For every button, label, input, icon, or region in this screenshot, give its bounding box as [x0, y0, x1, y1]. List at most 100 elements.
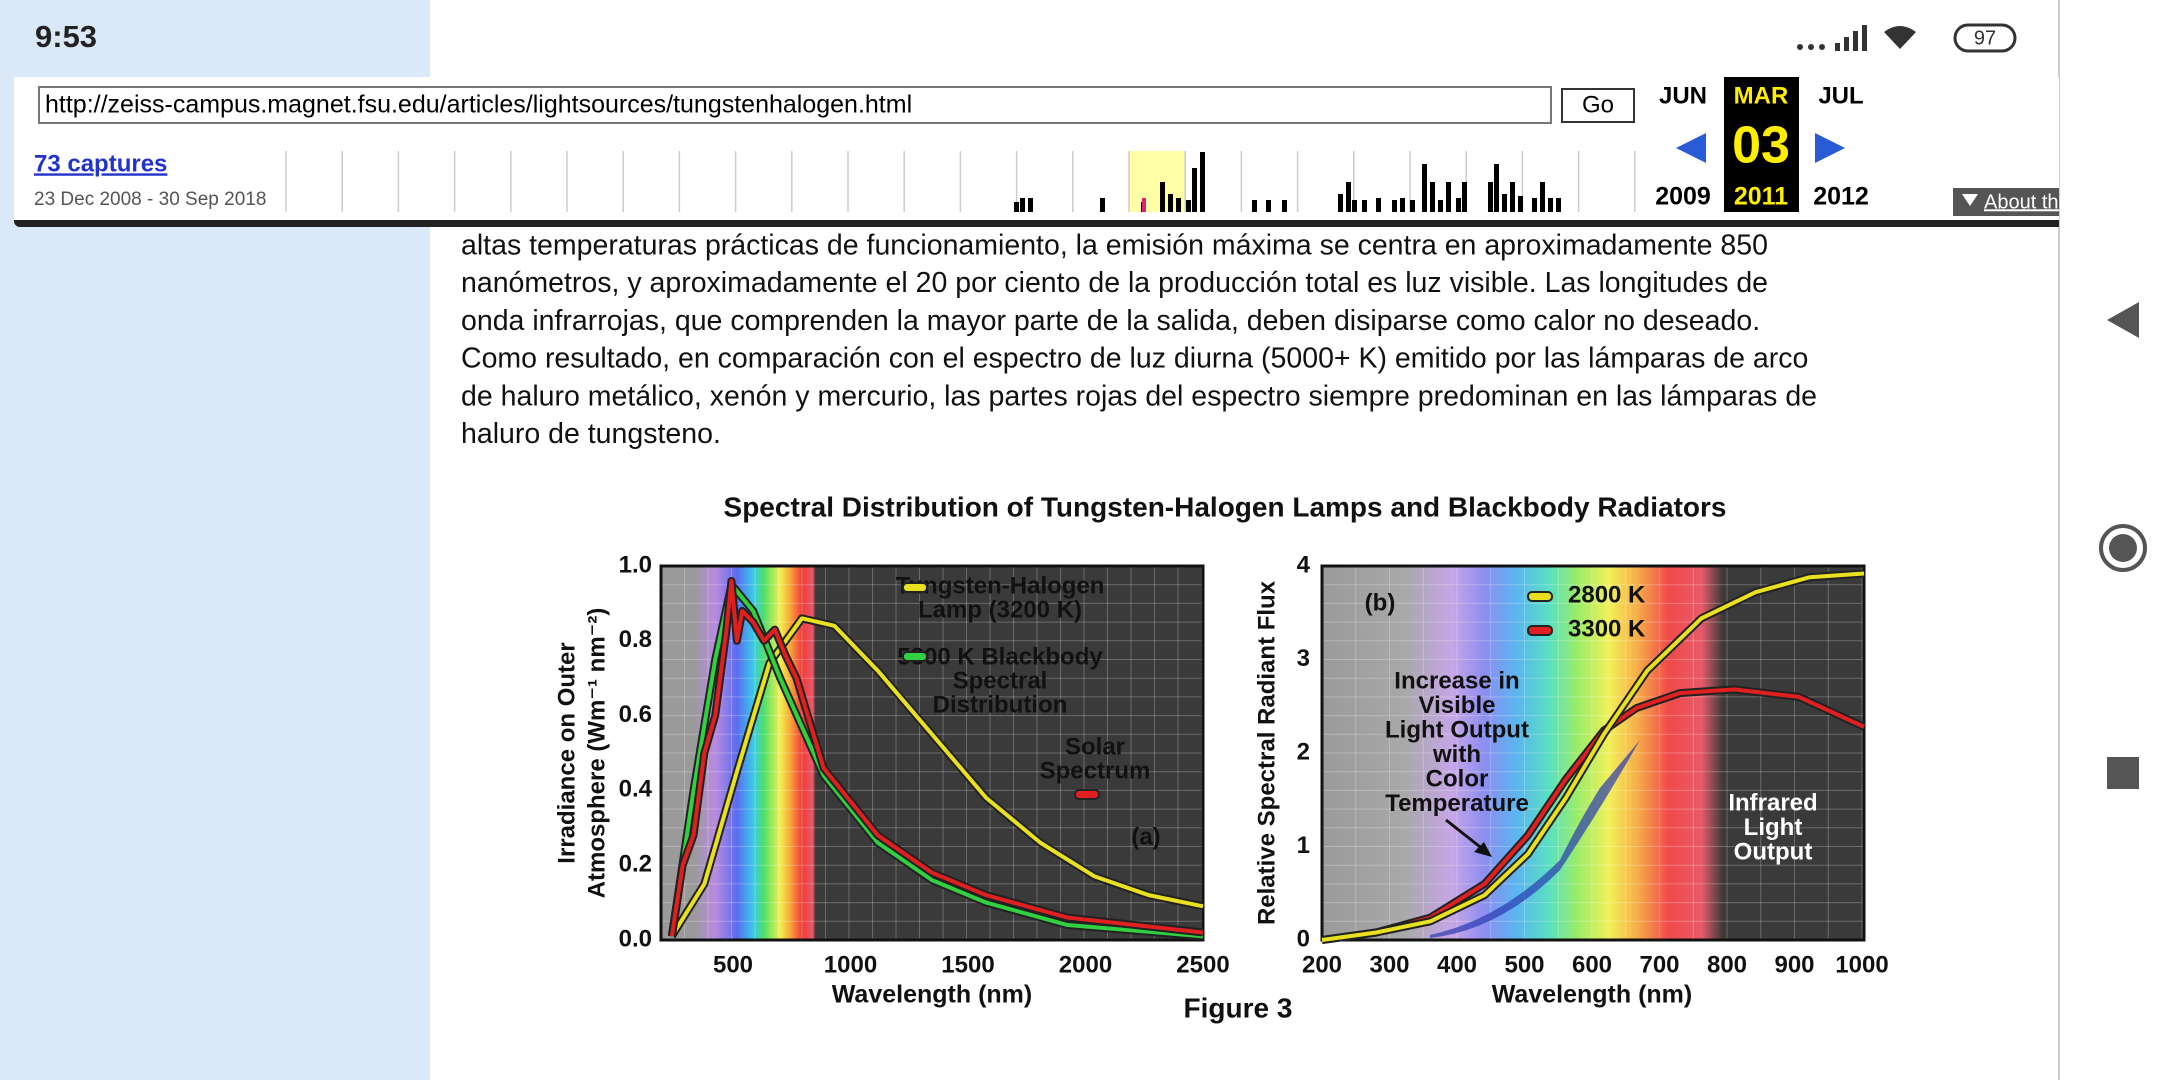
x-tick-label: 200 [1302, 951, 1342, 978]
x-tick-label: 2500 [1176, 951, 1229, 978]
annotation: Output [1734, 838, 1813, 865]
x-axis-title: Wavelength (nm) [832, 981, 1032, 1009]
capture-bar [1488, 182, 1493, 212]
paragraph-line: altas temperaturas prácticas de funciona… [461, 230, 1768, 262]
legend-text: Tungsten-Halogen [896, 572, 1105, 599]
annotation: Visible [1419, 692, 1496, 719]
sparkline-highlight [1129, 151, 1185, 212]
sparkline [285, 151, 1636, 212]
annotation: Light Output [1385, 716, 1529, 743]
capture-bar [1282, 200, 1287, 212]
capture-bar [1548, 198, 1553, 212]
home-button[interactable] [2099, 524, 2147, 572]
current-date-box [1724, 77, 1799, 212]
capture-bar [1556, 198, 1561, 212]
plot-frame [1320, 564, 1866, 942]
legend-text: 3300 K [1568, 615, 1646, 642]
y-tick-label: 3 [1297, 645, 1310, 672]
year: 2009 [1655, 183, 1711, 211]
capture-bar-current [1142, 198, 1146, 212]
capture-bar [1422, 164, 1427, 212]
figure-title: Spectral Distribution of Tungsten-Haloge… [724, 491, 1727, 522]
legend-swatch [1527, 625, 1553, 636]
capture-bar [1510, 182, 1515, 212]
panel-label: (b) [1365, 589, 1396, 616]
prev-arrow[interactable] [1676, 133, 1706, 163]
legend-text: 5800 K Blackbody [897, 643, 1103, 670]
capture-bar [1186, 200, 1191, 212]
capture-bar [1410, 200, 1415, 212]
capture-bar [1346, 182, 1351, 212]
about-label: About this capture [1984, 191, 2145, 213]
figure: Spectral Distribution of Tungsten-Haloge… [553, 491, 1888, 1023]
url-input[interactable] [38, 86, 1552, 124]
capture-bar [1028, 198, 1033, 212]
capture-bar [1392, 200, 1397, 212]
recents-button[interactable] [2107, 757, 2139, 789]
next-arrow[interactable] [1815, 133, 1845, 163]
capture-bar [1540, 182, 1545, 212]
capture-bar [1400, 198, 1405, 212]
annotation: Color [1426, 765, 1489, 792]
capture-bar [1100, 198, 1105, 212]
capture-bar [1266, 200, 1271, 212]
legend-text: Solar [1065, 733, 1125, 760]
x-tick-label: 500 [713, 951, 753, 978]
plot-frame [659, 564, 1205, 942]
y-axis-title: Irradiance on Outer [553, 642, 580, 863]
capture-bar [1192, 168, 1197, 212]
go-button[interactable] [1561, 88, 1635, 123]
wayback-toolbar: http://zeiss-campus.magnet.fsu.edu/artic… [14, 77, 2145, 227]
capture-bar [1456, 198, 1461, 212]
status-icons [1797, 23, 2017, 53]
capture-bar [1376, 198, 1381, 212]
y-tick-label: 0.4 [619, 776, 653, 803]
x-tick-label: 1000 [1835, 951, 1888, 978]
x-tick-label: 2000 [1059, 951, 1112, 978]
capture-bar [1446, 182, 1451, 212]
capture-bar [1438, 200, 1443, 212]
captures-link[interactable]: 73 captures [34, 150, 167, 177]
curve [669, 578, 1204, 937]
capture-bar [1502, 194, 1507, 212]
x-tick-label: 1500 [941, 951, 994, 978]
annotation: Temperature [1385, 790, 1529, 817]
x-tick-label: 700 [1639, 951, 1679, 978]
clock: 9:53 [35, 19, 97, 54]
y-tick-label: 2 [1297, 738, 1310, 765]
paragraph-line: onda infrarrojas, que comprenden la mayo… [461, 305, 1760, 337]
month: MAR [1734, 82, 1789, 109]
y-tick-label: 0 [1297, 925, 1310, 952]
capture-range: 23 Dec 2008 - 30 Sep 2018 [34, 189, 266, 210]
panel-label: (a) [1131, 823, 1160, 850]
paragraph-line: Como resultado, en comparación con el es… [461, 343, 1808, 375]
legend-text: Spectrum [1040, 757, 1151, 784]
x-axis-title: Wavelength (nm) [1492, 981, 1692, 1009]
article: altas temperaturas prácticas de funciona… [461, 230, 1817, 451]
capture-bar [1352, 200, 1357, 212]
legend-text: Lamp (3200 K) [918, 596, 1082, 623]
paragraph-line: de haluro metálico, xenón y mercurio, la… [461, 380, 1817, 412]
home-dot [2109, 534, 2137, 562]
annotation: with [1432, 741, 1481, 768]
legend-text: 2800 K [1568, 581, 1646, 608]
legend-swatch [902, 651, 928, 662]
back-button[interactable] [2107, 302, 2139, 338]
capture-bar [1338, 194, 1343, 212]
y-tick-label: 0.2 [619, 851, 652, 878]
x-tick-label: 900 [1774, 951, 1814, 978]
capture-bar [1252, 200, 1257, 212]
annotation: Increase in [1394, 667, 1519, 694]
y-tick-label: 1.0 [619, 551, 652, 578]
month: JUN [1659, 82, 1707, 109]
url: http://zeiss-campus.magnet.fsu.edu/artic… [45, 91, 912, 119]
x-tick-label: 600 [1572, 951, 1612, 978]
x-tick-label: 300 [1369, 951, 1409, 978]
y-tick-label: 0.8 [619, 626, 652, 653]
capture-bar [1160, 182, 1165, 212]
y-axis-title: Relative Spectral Radiant Flux [1253, 580, 1280, 925]
y-axis-title: Atmosphere (Wm⁻¹ nm⁻²) [583, 608, 610, 899]
about-caret [1962, 194, 1978, 206]
annotation-arrow [1445, 818, 1485, 852]
